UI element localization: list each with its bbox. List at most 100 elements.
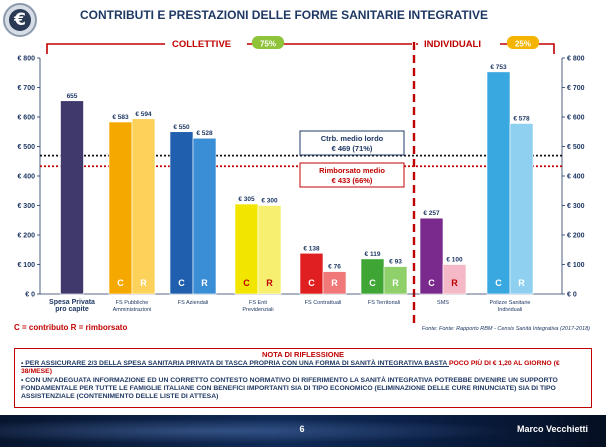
y-tick-label-left: € 800: [17, 56, 35, 63]
category-label: Spesa Privata: [49, 299, 95, 306]
y-tick-label-right: € 400: [567, 174, 585, 181]
collettive-pct-badge: [252, 36, 284, 49]
bar-value-label: € 305: [238, 196, 255, 203]
page-title: CONTRIBUTI E PRESTAZIONI DELLE FORME SAN…: [80, 8, 489, 22]
bar-value-label: € 594: [135, 111, 152, 118]
ctrb-callout-line2: € 469 (71%): [332, 144, 373, 153]
category-label: Individuali: [498, 307, 522, 313]
category-label: FS Enti: [249, 300, 267, 306]
ctrb-callout-line1: Ctrb. medio lordo: [321, 134, 384, 143]
bar-letter: R: [392, 278, 399, 288]
bar-value-label: € 753: [490, 64, 507, 71]
individuali-label: INDIVIDUALI: [424, 39, 481, 50]
bar: [108, 121, 133, 295]
bar: [442, 264, 467, 295]
category-label: Polizze Sanitarie: [490, 300, 531, 306]
bar-letter: C: [369, 278, 376, 288]
bar: [169, 131, 194, 295]
bar: [486, 71, 511, 295]
bar: [383, 266, 408, 295]
collettive-label-bg: [165, 36, 247, 50]
y-tick-label-left: € 200: [17, 233, 35, 240]
rimb-callout-line1: Rimborsato medio: [319, 166, 385, 175]
euro-icon: €: [9, 9, 31, 31]
reflection-note: NOTA DI RIFLESSIONE • PER ASSICURARE 2/3…: [14, 348, 592, 408]
page-number: 6: [299, 424, 305, 434]
y-tick-label-left: € 400: [17, 174, 35, 181]
category-label: SMS: [437, 300, 449, 306]
category-label: FS Pubbliche: [116, 300, 149, 306]
category-label: FS Contrattuali: [305, 300, 342, 306]
bar: [60, 100, 84, 295]
bar: [192, 137, 217, 295]
bar-value-label: € 528: [196, 130, 213, 137]
y-tick-label-right: € 500: [567, 144, 585, 151]
euro-logo: €: [3, 3, 37, 37]
bar-value-label: € 119: [365, 251, 381, 258]
y-tick-label-right: € 600: [567, 115, 585, 122]
footer-glow: [0, 415, 606, 447]
y-tick-label-left: € 600: [17, 115, 35, 122]
rimb-callout-box: [299, 162, 405, 188]
y-tick-label-left: € 100: [17, 262, 35, 269]
bar-letter: C: [495, 278, 502, 288]
bar-letter: R: [140, 278, 147, 288]
individuali-pct-badge: [507, 36, 539, 49]
bar-letter: C: [428, 278, 435, 288]
bar-value-label: € 76: [328, 264, 341, 271]
ctrb-callout-box: [299, 130, 405, 156]
bar-value-label: € 300: [261, 198, 278, 205]
bar-value-label: € 550: [173, 124, 190, 131]
y-tick-label-right: € 700: [567, 85, 585, 92]
author-name: Marco Vecchietti: [516, 424, 588, 434]
bar-value-label: 655: [67, 93, 78, 100]
individuali-label-bg: [418, 36, 500, 50]
y-tick-label-left: € 0: [25, 292, 35, 299]
y-tick-label-right: € 800: [567, 56, 585, 63]
note-bullet-1: • PER ASSICURARE 2/3 DELLA SPESA SANITAR…: [21, 360, 591, 376]
y-tick-label-right: € 100: [567, 262, 585, 269]
y-tick-label-right: € 200: [567, 233, 585, 240]
chart: COLLETTIVE 75% INDIVIDUALI 25% € 0 € 0 € 1…: [14, 36, 590, 332]
note-bullet-1-text: • PER ASSICURARE 2/3 DELLA SPESA SANITAR…: [21, 360, 449, 367]
bar-letter: C: [308, 278, 315, 288]
bar-value-label: € 257: [423, 210, 440, 217]
note-bullet-2: • CON UN'ADEGUATA INFORMAZIONE ED UN COR…: [21, 377, 558, 401]
group-frames: COLLETTIVE 75% INDIVIDUALI 25%: [46, 36, 555, 326]
legend-text: C = contributo R = rimborsato: [14, 323, 127, 332]
y-tick-label-right: € 0: [567, 292, 577, 299]
category-label: FS Territoriali: [368, 300, 400, 306]
bar-value-label: € 578: [513, 115, 530, 122]
y-tick-label-right: € 300: [567, 203, 585, 210]
bar-letter: C: [178, 278, 185, 288]
bar: [360, 258, 385, 295]
source-text: Fonte: Fonte: Rapporto RBM - Censis Sani…: [422, 326, 590, 332]
title-band: [0, 0, 606, 26]
bar: [257, 205, 282, 295]
bar: [509, 123, 534, 295]
individuali-pct: 25%: [515, 40, 531, 49]
collettive-pct: 75%: [260, 40, 276, 49]
note-bullet-1-highlight: POCO PIÙ DI € 1,20 AL GIORNO (€ 38/MESE): [21, 360, 560, 376]
bar-value-label: € 138: [303, 245, 320, 252]
bar-value-label: € 100: [446, 257, 463, 264]
bar: [131, 118, 156, 295]
bar-letter: R: [266, 278, 273, 288]
collettive-label: COLLETTIVE: [172, 39, 231, 50]
bars: 655 € 583 C € 594 R € 550 C € 528 R € 305 C € 300 R €…: [60, 64, 534, 295]
rimb-callout: Rimborsato medio € 433 (66%): [299, 162, 405, 188]
y-tick-label-left: € 500: [17, 144, 35, 151]
bar-letter: R: [518, 278, 525, 288]
bar-letter: C: [243, 278, 250, 288]
category-label: Amministrazioni: [113, 307, 152, 313]
y-tick-label-left: € 300: [17, 203, 35, 210]
bar: [322, 271, 347, 295]
bar-letter: C: [117, 278, 124, 288]
ctrb-callout: Ctrb. medio lordo € 469 (71%): [299, 130, 405, 156]
category-label: Previdenziali: [242, 307, 273, 313]
bar-letter: R: [331, 278, 338, 288]
category-label: pro capite: [55, 306, 89, 313]
bar: [419, 217, 444, 295]
bar-value-label: € 583: [112, 114, 129, 121]
